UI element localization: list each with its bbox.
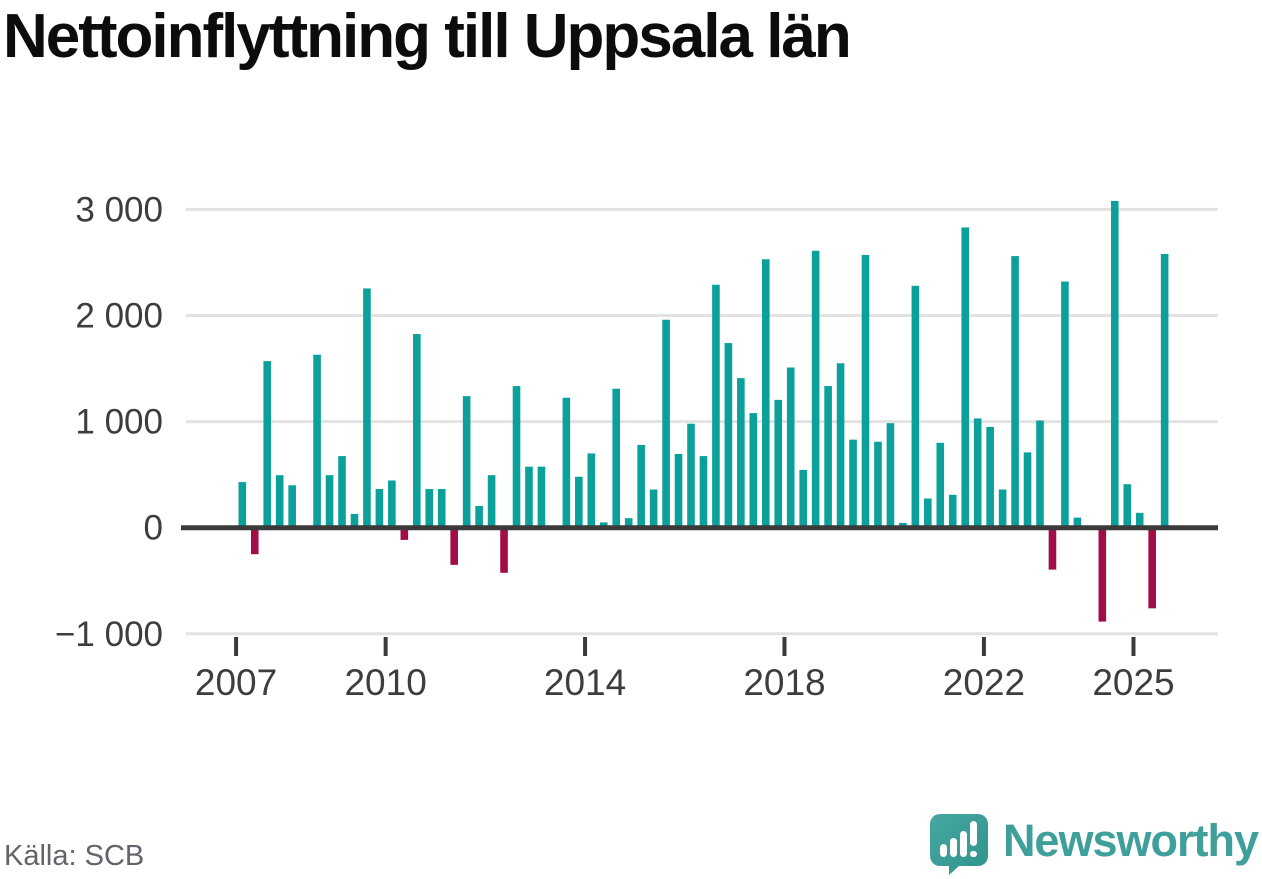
bar <box>836 363 845 528</box>
logo-bar-medium-icon <box>949 838 957 857</box>
x-tick-label: 2007 <box>195 662 277 703</box>
bar <box>238 482 247 528</box>
x-tick-label: 2022 <box>943 662 1025 703</box>
bar <box>761 259 770 528</box>
bar <box>624 518 633 528</box>
bar <box>724 343 733 528</box>
y-tick-label: 3 000 <box>75 190 163 229</box>
bar <box>886 423 895 528</box>
bar <box>275 475 284 528</box>
bar <box>936 442 945 528</box>
bar <box>437 488 446 528</box>
bar <box>849 439 857 528</box>
logo-exclamation-bar-icon <box>969 821 977 846</box>
bar <box>1098 527 1107 622</box>
bar <box>712 284 720 528</box>
bar <box>487 475 496 528</box>
bar <box>874 441 882 528</box>
bar <box>861 255 870 528</box>
bar <box>986 426 994 528</box>
bar <box>388 480 396 528</box>
bar <box>998 489 1007 528</box>
y-tick-label: −1 000 <box>55 615 163 654</box>
bar <box>1036 420 1044 528</box>
bar <box>674 453 683 528</box>
bar <box>612 388 621 528</box>
bar <box>525 466 533 528</box>
bar <box>575 476 583 528</box>
bar <box>687 423 695 528</box>
bar <box>562 397 571 528</box>
source-caption: Källa: SCB <box>4 840 145 872</box>
bar <box>250 527 259 555</box>
bar <box>338 456 346 528</box>
y-tick-label: 2 000 <box>75 297 163 336</box>
newsworthy-wordmark: Newsworthy <box>1002 814 1259 866</box>
bar <box>325 475 334 528</box>
bar <box>363 288 371 528</box>
bar <box>1061 281 1069 528</box>
bar <box>350 513 359 528</box>
bar <box>587 453 596 528</box>
bar <box>649 489 658 528</box>
bar <box>288 485 296 528</box>
bar <box>1011 256 1019 528</box>
bar <box>263 361 272 528</box>
bar <box>462 396 471 528</box>
bar <box>313 354 321 528</box>
bar <box>786 367 795 528</box>
chart-title: Nettoinflyttning till Uppsala län <box>3 2 852 71</box>
bar <box>973 418 982 528</box>
bar <box>662 319 670 528</box>
bar <box>1123 484 1132 528</box>
newsworthy-logo: Newsworthy <box>927 810 1259 876</box>
bar <box>637 444 645 528</box>
logo-bar-small-icon <box>939 844 947 857</box>
bar <box>413 334 421 528</box>
bar <box>811 250 820 528</box>
speech-bubble-shape <box>929 814 988 875</box>
bar <box>1148 527 1156 609</box>
bar <box>824 386 832 528</box>
bar <box>1073 517 1082 528</box>
x-tick-label: 2025 <box>1092 662 1174 703</box>
bar <box>737 378 745 528</box>
bar <box>774 399 783 528</box>
bar <box>475 505 483 528</box>
bar <box>699 456 708 528</box>
bar <box>1023 452 1032 528</box>
bar <box>400 527 409 540</box>
bar <box>425 488 434 528</box>
x-tick-label: 2018 <box>743 662 825 703</box>
bar <box>749 413 758 528</box>
bar <box>1048 527 1057 570</box>
x-tick-label: 2010 <box>344 662 426 703</box>
bar <box>948 494 957 528</box>
bar <box>500 527 508 573</box>
bar <box>537 466 546 528</box>
x-tick-label: 2014 <box>544 662 626 703</box>
logo-exclamation-dot-icon <box>969 851 977 857</box>
y-tick-label: 1 000 <box>75 403 163 442</box>
bar <box>450 527 458 565</box>
bar <box>1160 253 1169 528</box>
bar <box>1110 200 1119 528</box>
bar <box>512 386 521 528</box>
bar <box>924 498 932 528</box>
bar <box>961 227 970 528</box>
bar <box>1135 512 1144 528</box>
bar <box>799 469 807 528</box>
newsworthy-logo-icon <box>929 814 988 875</box>
bar <box>911 285 920 528</box>
logo-bar-large-icon <box>959 831 967 857</box>
bar <box>599 522 608 528</box>
y-tick-label: 0 <box>144 509 163 548</box>
bar <box>375 488 384 528</box>
